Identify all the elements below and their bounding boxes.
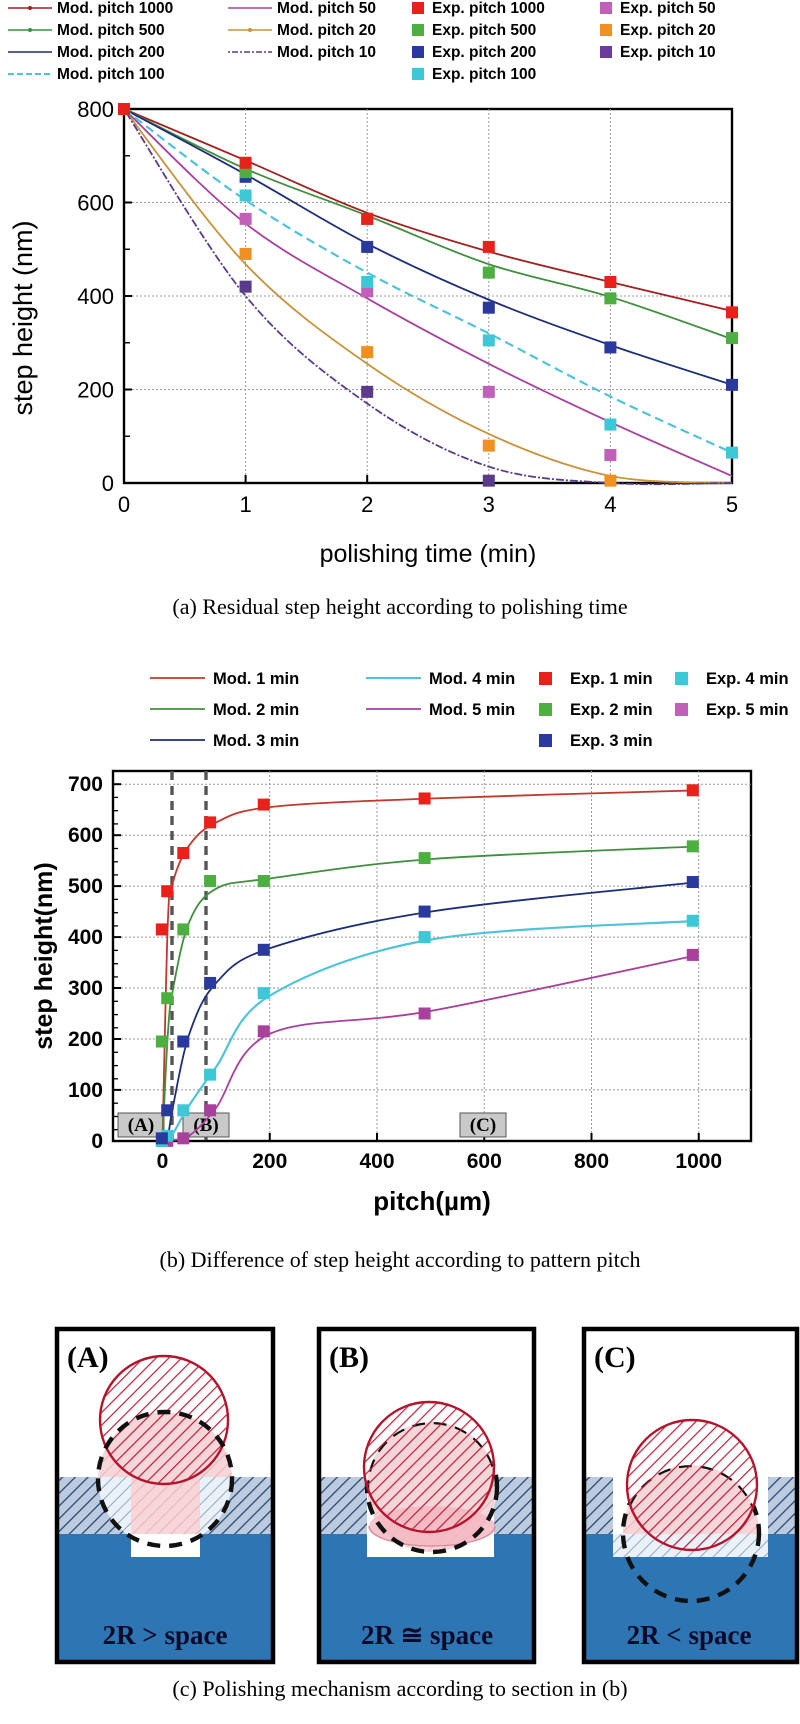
svg-text:Exp. pitch 100: Exp. pitch 100 bbox=[432, 66, 536, 83]
svg-text:polishing time (min): polishing time (min) bbox=[320, 540, 537, 568]
svg-text:2R < space: 2R < space bbox=[627, 1620, 752, 1650]
svg-text:0: 0 bbox=[91, 1130, 103, 1153]
svg-text:0: 0 bbox=[118, 492, 130, 517]
svg-text:step height(nm): step height(nm) bbox=[30, 862, 58, 1050]
svg-text:Mod. pitch 1000: Mod. pitch 1000 bbox=[57, 0, 173, 17]
svg-text:4: 4 bbox=[604, 492, 616, 517]
svg-text:Exp. pitch 500: Exp. pitch 500 bbox=[432, 22, 536, 39]
svg-text:800: 800 bbox=[574, 1150, 609, 1173]
svg-text:5: 5 bbox=[726, 492, 738, 517]
svg-text:200: 200 bbox=[252, 1150, 287, 1173]
svg-text:Exp. pitch 10: Exp. pitch 10 bbox=[620, 44, 716, 61]
svg-text:400: 400 bbox=[359, 1150, 394, 1173]
svg-text:Mod. 3 min: Mod. 3 min bbox=[213, 732, 299, 750]
svg-text:400: 400 bbox=[77, 284, 114, 309]
svg-text:Exp. pitch 1000: Exp. pitch 1000 bbox=[432, 0, 545, 17]
svg-text:100: 100 bbox=[68, 1079, 103, 1102]
svg-text:Mod. pitch 50: Mod. pitch 50 bbox=[277, 0, 376, 17]
svg-text:1000: 1000 bbox=[675, 1150, 722, 1173]
svg-text:Exp. pitch 20: Exp. pitch 20 bbox=[620, 22, 716, 39]
svg-text:600: 600 bbox=[77, 191, 114, 216]
svg-text:0: 0 bbox=[157, 1150, 169, 1173]
svg-text:(B): (B) bbox=[193, 1115, 218, 1136]
svg-text:1: 1 bbox=[239, 492, 251, 517]
svg-text:Mod. pitch 100: Mod. pitch 100 bbox=[57, 66, 165, 83]
svg-text:Mod. 1 min: Mod. 1 min bbox=[213, 670, 299, 688]
svg-text:Mod. 5 min: Mod. 5 min bbox=[429, 701, 515, 719]
svg-text:(B): (B) bbox=[329, 1341, 369, 1374]
svg-text:pitch(µm): pitch(µm) bbox=[373, 1186, 491, 1216]
svg-text:2R ≅ space: 2R ≅ space bbox=[361, 1620, 493, 1650]
svg-text:Exp. 5 min: Exp. 5 min bbox=[706, 701, 789, 719]
svg-text:(C): (C) bbox=[470, 1115, 496, 1136]
svg-text:Exp. pitch 200: Exp. pitch 200 bbox=[432, 44, 536, 61]
svg-text:500: 500 bbox=[68, 875, 103, 898]
svg-text:Exp. 3 min: Exp. 3 min bbox=[570, 732, 653, 750]
svg-text:(C): (C) bbox=[594, 1341, 636, 1374]
svg-text:Mod. pitch 500: Mod. pitch 500 bbox=[57, 22, 165, 39]
svg-text:(A): (A) bbox=[67, 1341, 109, 1374]
svg-text:200: 200 bbox=[68, 1028, 103, 1051]
svg-text:step height (nm): step height (nm) bbox=[8, 220, 38, 415]
svg-text:600: 600 bbox=[68, 824, 103, 847]
svg-text:300: 300 bbox=[68, 977, 103, 1000]
svg-text:2: 2 bbox=[361, 492, 373, 517]
svg-text:3: 3 bbox=[483, 492, 495, 517]
svg-text:200: 200 bbox=[77, 378, 114, 403]
svg-text:Mod. 4 min: Mod. 4 min bbox=[429, 670, 515, 688]
svg-text:Exp. 4 min: Exp. 4 min bbox=[706, 670, 789, 688]
svg-text:400: 400 bbox=[68, 926, 103, 949]
svg-text:Mod. pitch 20: Mod. pitch 20 bbox=[277, 22, 376, 39]
svg-text:Mod. 2 min: Mod. 2 min bbox=[213, 701, 299, 719]
svg-text:800: 800 bbox=[77, 97, 114, 122]
svg-text:Mod. pitch 10: Mod. pitch 10 bbox=[277, 44, 376, 61]
svg-text:Exp. 1 min: Exp. 1 min bbox=[570, 670, 653, 688]
svg-text:2R > space: 2R > space bbox=[103, 1620, 228, 1650]
svg-text:Mod. pitch 200: Mod. pitch 200 bbox=[57, 44, 165, 61]
svg-text:Exp. pitch 50: Exp. pitch 50 bbox=[620, 0, 716, 17]
svg-text:0: 0 bbox=[102, 471, 114, 496]
svg-text:700: 700 bbox=[68, 773, 103, 796]
svg-text:600: 600 bbox=[467, 1150, 502, 1173]
svg-text:(A): (A) bbox=[128, 1115, 154, 1136]
svg-text:Exp. 2 min: Exp. 2 min bbox=[570, 701, 653, 719]
